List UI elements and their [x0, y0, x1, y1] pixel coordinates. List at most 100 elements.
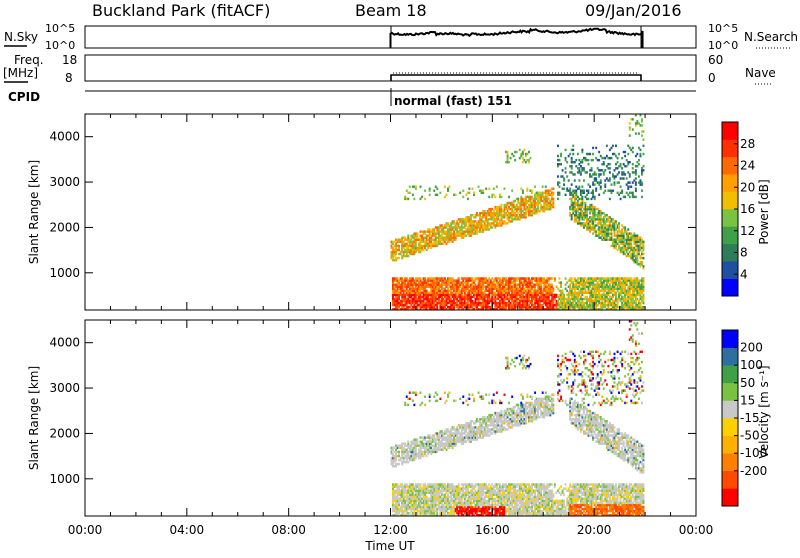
velocity-cell	[424, 483, 426, 485]
power-cell	[531, 192, 533, 194]
velocity-cell	[417, 438, 419, 440]
power-cell	[635, 188, 637, 190]
velocity-cell	[401, 483, 403, 485]
velocity-cell	[449, 447, 451, 449]
power-cell	[623, 177, 625, 179]
velocity-cell	[407, 461, 409, 463]
power-cell	[643, 306, 645, 308]
power-cell	[627, 145, 629, 147]
power-cell	[552, 200, 554, 202]
power-cell	[472, 277, 474, 279]
power-cell	[604, 190, 606, 192]
power-cell	[595, 188, 597, 190]
power-cell	[574, 173, 576, 175]
power-cell	[499, 277, 501, 279]
power-cell	[470, 216, 472, 218]
power-cell	[600, 179, 602, 181]
power-cell	[557, 155, 559, 157]
power-cell	[559, 186, 561, 188]
power-cell	[581, 294, 583, 296]
power-cell	[436, 245, 438, 247]
velocity-cell	[415, 392, 417, 394]
power-cell	[429, 188, 431, 190]
power-cell	[563, 183, 565, 185]
power-cell	[611, 183, 613, 185]
power-cell	[415, 241, 417, 243]
power-cell	[612, 190, 614, 192]
power-cell	[562, 290, 564, 292]
velocity-cell	[436, 510, 438, 512]
power-cell	[589, 173, 591, 175]
power-cell	[583, 167, 585, 169]
power-cell	[621, 157, 623, 159]
power-cell	[565, 194, 567, 196]
power-cell	[401, 277, 403, 279]
power-cell	[643, 139, 645, 141]
power-cell	[542, 304, 544, 306]
power-cell	[588, 190, 590, 192]
power-cell	[609, 177, 611, 179]
power-cell	[588, 163, 590, 165]
range-tick-label: 2000	[49, 220, 80, 234]
power-cell	[449, 186, 451, 188]
power-cell	[436, 194, 438, 196]
power-cell	[588, 192, 590, 194]
power-cell	[586, 171, 588, 173]
power-cell	[604, 157, 606, 159]
power-cell	[626, 177, 628, 179]
power-cell	[620, 163, 622, 165]
range-tick-label: 4000	[49, 130, 80, 144]
power-cell	[548, 198, 550, 200]
power-cell	[643, 290, 645, 292]
power-cell	[449, 241, 451, 243]
power-cell	[572, 153, 574, 155]
power-cell	[571, 277, 573, 279]
power-cell	[407, 235, 409, 237]
power-cell	[617, 157, 619, 159]
power-cell	[563, 294, 565, 296]
power-cell	[638, 132, 640, 134]
power-cell	[620, 198, 622, 200]
nsearch-label: N.Search	[744, 30, 798, 44]
power-cell	[612, 145, 614, 147]
power-cell	[630, 186, 632, 188]
power-cell	[615, 294, 617, 296]
power-cell	[600, 155, 602, 157]
power-cell	[586, 210, 588, 212]
power-cell	[559, 159, 561, 161]
power-cell	[627, 153, 629, 155]
power-cell	[552, 206, 554, 208]
power-cell	[598, 151, 600, 153]
power-cell	[641, 171, 643, 173]
power-cell	[626, 159, 628, 161]
power-cell	[627, 228, 629, 230]
power-cell	[632, 192, 634, 194]
power-cell	[588, 183, 590, 185]
power-cell	[517, 198, 519, 200]
power-cell	[395, 259, 397, 261]
power-cell	[595, 173, 597, 175]
power-cell	[611, 235, 613, 237]
power-cell	[594, 183, 596, 185]
power-cell	[409, 186, 411, 188]
noise-tick-bottom: 10^0	[45, 39, 75, 52]
power-cell	[621, 167, 623, 169]
power-cell	[589, 230, 591, 232]
power-cell	[635, 132, 637, 134]
power-cell	[592, 192, 594, 194]
power-cell	[513, 155, 515, 157]
power-cell	[632, 181, 634, 183]
power-cell	[574, 277, 576, 279]
power-cell	[525, 216, 527, 218]
power-cell	[417, 232, 419, 234]
power-cell	[412, 194, 414, 196]
freq-unit: [MHz]	[3, 66, 38, 80]
power-cell	[594, 210, 596, 212]
power-cell	[554, 277, 556, 279]
power-cell	[581, 196, 583, 198]
velocity-cell	[412, 483, 414, 485]
power-cell	[494, 196, 496, 198]
power-cell	[598, 175, 600, 177]
power-cell	[611, 157, 613, 159]
power-cell	[406, 277, 408, 279]
